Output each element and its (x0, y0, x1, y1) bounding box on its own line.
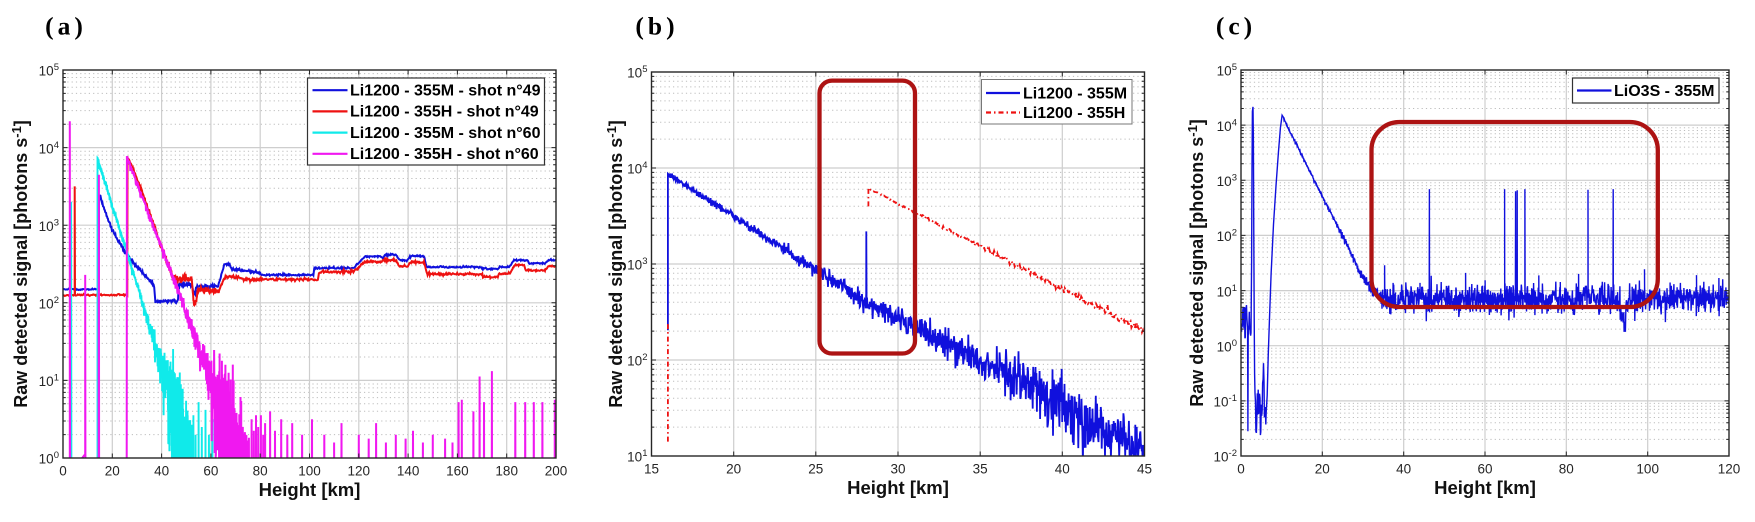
svg-text:30: 30 (890, 462, 905, 477)
svg-text:Li1200 - 355H - shot n°49: Li1200 - 355H - shot n°49 (350, 104, 539, 121)
svg-text:0: 0 (1237, 462, 1245, 477)
svg-text:Li1200 - 355M: Li1200 - 355M (1023, 85, 1127, 102)
svg-text:Li1200 - 355M - shot n°49: Li1200 - 355M - shot n°49 (350, 83, 541, 100)
svg-text:Raw detected signal [photons s: Raw detected signal [photons s-1] (1185, 119, 1207, 407)
svg-text:200: 200 (545, 464, 568, 479)
svg-text:45: 45 (1137, 462, 1152, 477)
svg-text:60: 60 (203, 464, 218, 479)
svg-text:Height [km]: Height [km] (259, 479, 361, 500)
svg-text:Li1200 - 355H: Li1200 - 355H (1023, 105, 1125, 122)
svg-text:160: 160 (446, 464, 469, 479)
svg-text:40: 40 (1055, 462, 1070, 477)
svg-text:0: 0 (59, 464, 67, 479)
svg-text:20: 20 (726, 462, 741, 477)
svg-text:Raw detected signal [photons s: Raw detected signal [photons s-1] (9, 120, 31, 408)
svg-text:40: 40 (1396, 462, 1411, 477)
svg-text:140: 140 (397, 464, 420, 479)
svg-text:60: 60 (1477, 462, 1492, 477)
svg-text:Raw detected signal [photons s: Raw detected signal [photons s-1] (604, 120, 626, 408)
svg-text:100: 100 (298, 464, 321, 479)
svg-text:LiO3S - 355M: LiO3S - 355M (1614, 83, 1714, 100)
svg-text:(a): (a) (45, 12, 87, 41)
svg-text:80: 80 (253, 464, 268, 479)
svg-text:20: 20 (105, 464, 120, 479)
svg-text:80: 80 (1559, 462, 1574, 477)
svg-text:Height [km]: Height [km] (847, 477, 949, 498)
svg-text:Li1200 - 355M - shot n°60: Li1200 - 355M - shot n°60 (350, 125, 541, 142)
svg-text:120: 120 (1718, 462, 1741, 477)
svg-text:180: 180 (495, 464, 518, 479)
svg-text:(b): (b) (635, 12, 678, 41)
svg-text:100: 100 (1636, 462, 1659, 477)
svg-text:Li1200 - 355H - shot n°60: Li1200 - 355H - shot n°60 (350, 146, 539, 163)
svg-text:20: 20 (1315, 462, 1330, 477)
svg-text:(c): (c) (1216, 12, 1256, 41)
svg-text:15: 15 (644, 462, 659, 477)
svg-text:25: 25 (808, 462, 823, 477)
svg-text:40: 40 (154, 464, 169, 479)
svg-text:35: 35 (973, 462, 988, 477)
svg-text:120: 120 (348, 464, 371, 479)
svg-text:Height [km]: Height [km] (1434, 477, 1536, 498)
